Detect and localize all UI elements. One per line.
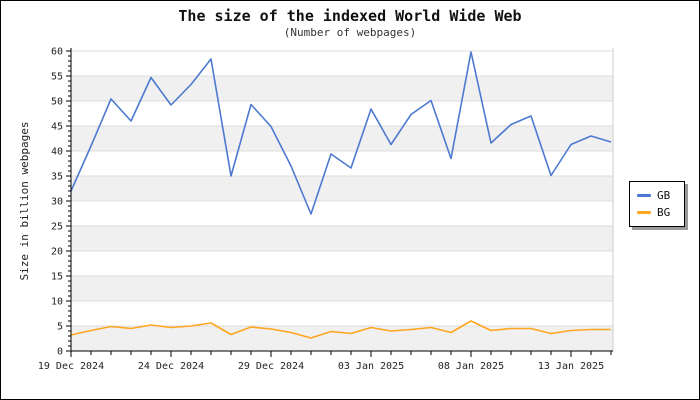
plot-band bbox=[71, 226, 613, 251]
y-tick-label: 60 bbox=[51, 47, 63, 58]
y-tick-label: 20 bbox=[51, 247, 63, 258]
y-axis-title: Size in billion webpages bbox=[18, 122, 31, 281]
plot-band bbox=[71, 126, 613, 151]
y-tick-label: 5 bbox=[57, 322, 63, 333]
x-tick-label: 24 Dec 2024 bbox=[138, 361, 204, 372]
gb-series-line bbox=[70, 51, 612, 215]
y-tick-label: 0 bbox=[57, 347, 63, 358]
x-tick-label: 13 Jan 2025 bbox=[538, 361, 604, 372]
bg-series-line bbox=[70, 320, 611, 339]
chart-subtitle: (Number of webpages) bbox=[283, 26, 417, 39]
x-tick-label: 03 Jan 2025 bbox=[338, 361, 404, 372]
x-tick-label: 19 Dec 2024 bbox=[38, 361, 104, 372]
legend-item-bg: BG bbox=[630, 207, 684, 218]
bg-line-swatch bbox=[637, 211, 651, 214]
legend-label-bg: BG bbox=[657, 206, 671, 219]
y-tick-label: 30 bbox=[51, 197, 63, 208]
plot-band bbox=[71, 326, 613, 351]
legend-label-gb: GB bbox=[657, 189, 671, 202]
x-tick-label: 29 Dec 2024 bbox=[238, 361, 304, 372]
x-tick-label: 08 Jan 2025 bbox=[438, 361, 504, 372]
plot-band bbox=[71, 76, 613, 101]
plot-band bbox=[71, 176, 613, 201]
chart-title: The size of the indexed World Wide Web bbox=[178, 7, 522, 25]
y-tick-label: 10 bbox=[51, 297, 63, 308]
y-tick-label: 50 bbox=[51, 97, 63, 108]
plot-band bbox=[71, 276, 613, 301]
legend-box: GB BG bbox=[629, 181, 685, 227]
y-tick-label: 55 bbox=[51, 72, 63, 83]
y-tick-label: 25 bbox=[51, 222, 63, 233]
y-tick-label: 35 bbox=[51, 172, 63, 183]
y-tick-label: 45 bbox=[51, 122, 63, 133]
y-tick-label: 40 bbox=[51, 147, 63, 158]
legend-item-gb: GB bbox=[630, 190, 684, 201]
y-tick-label: 15 bbox=[51, 272, 63, 283]
gb-line-swatch bbox=[637, 194, 651, 197]
